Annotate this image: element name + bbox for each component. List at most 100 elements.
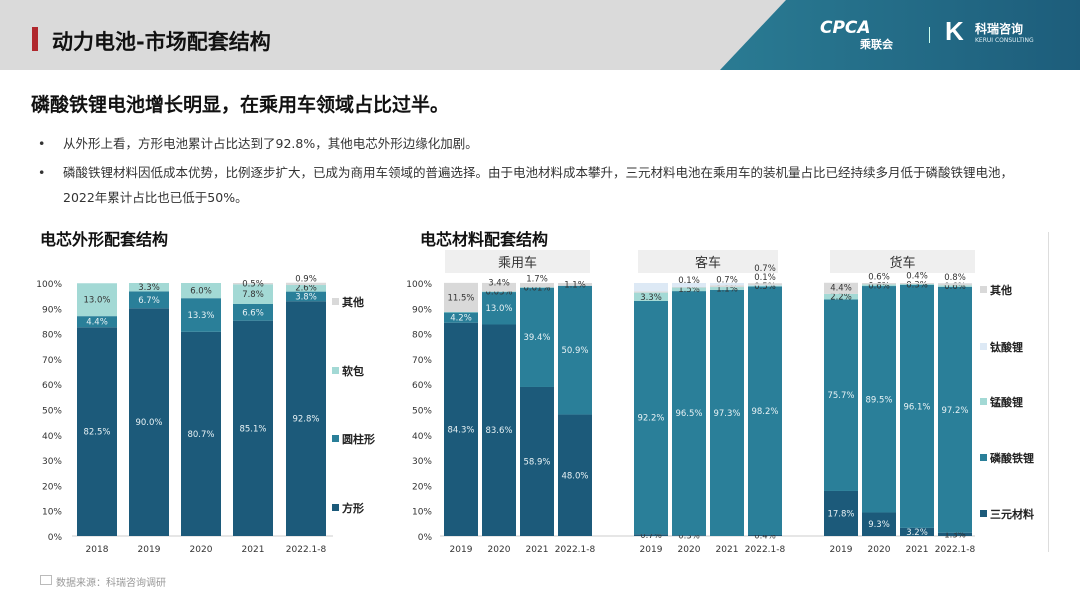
legend-swatch xyxy=(332,435,339,442)
bar-segment xyxy=(482,291,516,293)
bar-segment xyxy=(710,283,744,286)
legend-label: 磷酸铁锂 xyxy=(990,451,1034,465)
data-label: 1.3% xyxy=(944,530,966,540)
bar-segment xyxy=(900,527,934,536)
bar-segment xyxy=(900,284,934,528)
data-label: 0.03% xyxy=(485,288,512,298)
bar-segment xyxy=(77,327,117,536)
data-label: 89.5% xyxy=(865,395,892,405)
x-tick-label: 2020 xyxy=(678,545,701,555)
data-label: 11.5% xyxy=(447,293,474,303)
bar-segment xyxy=(672,283,706,288)
data-label: 0.1% xyxy=(754,273,776,283)
bar-segment xyxy=(286,282,326,286)
bullet-item: • 从外形上看，方形电池累计占比达到了92.8%，其他电芯外形边缘化加剧。 xyxy=(38,136,478,151)
data-label: 0.9% xyxy=(295,274,317,284)
x-tick-label: 2019 xyxy=(830,545,853,555)
data-label: 0.7% xyxy=(716,275,738,285)
bar-segment xyxy=(558,414,592,536)
bar-segment xyxy=(938,286,972,533)
group-header xyxy=(638,250,778,273)
data-label: 80.7% xyxy=(187,430,214,440)
data-label: 0.6% xyxy=(868,272,890,282)
data-label: 0.5% xyxy=(242,280,264,290)
data-label: 17.8% xyxy=(827,509,854,519)
bar-segment xyxy=(862,283,896,285)
y-tick-label: 40% xyxy=(412,432,432,442)
legend-swatch xyxy=(332,367,339,374)
title-marker xyxy=(32,27,38,51)
chart-title-material: 电芯材料配套结构 xyxy=(420,230,549,249)
bar-segment xyxy=(181,283,221,299)
bar-segment xyxy=(233,303,273,321)
y-tick-label: 100% xyxy=(36,280,62,290)
bar-segment xyxy=(938,532,972,536)
data-label: 1.1% xyxy=(716,284,738,294)
legend-label: 方形 xyxy=(342,501,364,515)
data-label: 13.3% xyxy=(187,311,214,321)
data-label: 1.1% xyxy=(564,280,586,290)
legend-swatch xyxy=(980,398,987,405)
y-tick-label: 40% xyxy=(42,432,62,442)
data-label: 50.9% xyxy=(561,346,588,356)
bar-segment xyxy=(520,287,554,387)
legend-swatch xyxy=(332,298,339,305)
y-tick-label: 80% xyxy=(412,331,432,341)
bar-segment xyxy=(748,286,782,535)
group-header xyxy=(445,250,590,273)
data-label: 7.8% xyxy=(242,290,264,300)
bar-segment xyxy=(181,331,221,536)
bar-segment xyxy=(233,320,273,536)
y-tick-label: 0% xyxy=(48,533,63,543)
bar-segment xyxy=(634,292,668,301)
data-label: 13.0% xyxy=(83,296,110,306)
data-label: 97.3% xyxy=(713,409,740,419)
chart-title-shape: 电芯外形配套结构 xyxy=(40,230,169,249)
group-label: 乘用车 xyxy=(498,255,537,271)
data-label: 0.5% xyxy=(754,282,776,292)
bullet-item: • 磷酸铁锂材料因低成本优势，比例逐步扩大，已成为商用车领域的普遍选择。由于电池材… xyxy=(38,165,1014,205)
data-label: 3.3% xyxy=(640,293,662,303)
data-label: 6.6% xyxy=(242,308,264,318)
bar-segment xyxy=(233,283,273,285)
bar-segment xyxy=(444,311,478,313)
data-label: 97.2% xyxy=(941,406,968,416)
x-tick-label: 2021 xyxy=(242,545,265,555)
bar-segment xyxy=(482,282,516,292)
data-label: 0.7% xyxy=(640,531,662,541)
data-label: 48.0% xyxy=(561,471,588,481)
bar-segment xyxy=(938,283,972,286)
bar-segment xyxy=(710,289,744,536)
bar-segment xyxy=(824,282,858,294)
legend-swatch xyxy=(980,286,987,293)
data-label: 1.5% xyxy=(678,285,700,295)
bar-segment xyxy=(634,291,668,293)
data-label: 96.1% xyxy=(903,402,930,412)
y-tick-label: 0% xyxy=(418,533,433,543)
bar-segment xyxy=(520,386,554,536)
data-label: 0.6% xyxy=(868,281,890,291)
data-label: 98.2% xyxy=(751,407,778,417)
data-label: 82.5% xyxy=(83,428,110,438)
x-tick-label: 2022.1-8 xyxy=(286,545,327,555)
data-label: 75.7% xyxy=(827,391,854,401)
bar-segment xyxy=(900,284,934,285)
bar-segment xyxy=(634,300,668,535)
data-label: 0.1% xyxy=(678,276,700,286)
x-tick-label: 2019 xyxy=(640,545,663,555)
divider xyxy=(1048,232,1049,552)
legend-label: 钛酸锂 xyxy=(990,340,1023,354)
x-tick-label: 2018 xyxy=(86,545,109,555)
bar-segment xyxy=(233,284,273,304)
data-label: 84.3% xyxy=(447,425,474,435)
legend-swatch xyxy=(980,343,987,350)
data-label: 0.7% xyxy=(754,264,776,274)
y-tick-label: 30% xyxy=(42,457,62,467)
data-label: 0.4% xyxy=(906,271,928,281)
y-tick-label: 60% xyxy=(412,381,432,391)
y-tick-label: 20% xyxy=(412,482,432,492)
data-label: 4.4% xyxy=(830,284,852,294)
x-tick-label: 2019 xyxy=(450,545,473,555)
bar-segment xyxy=(672,287,706,292)
data-label: 0.3% xyxy=(678,532,700,542)
